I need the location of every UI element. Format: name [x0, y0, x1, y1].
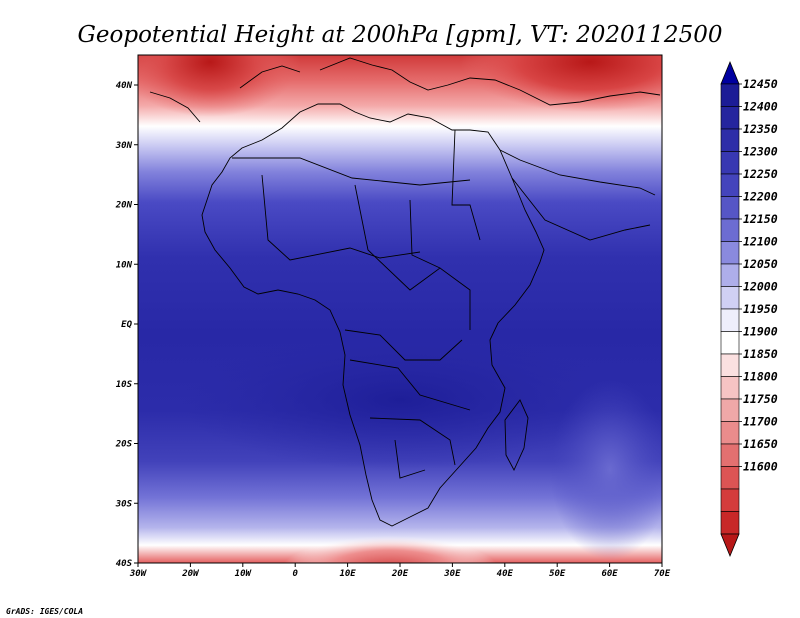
- lon-tick-label: 50E: [549, 569, 566, 579]
- colorbar-label: 12300: [743, 145, 778, 159]
- lat-tick-label: EQ: [121, 320, 132, 330]
- colorbar-swatch: [720, 308, 740, 332]
- colorbar-swatch: [720, 331, 740, 355]
- longitude-ticks: 30W 20W 10W 0 10E 20E 30E 40E 50E 60E 70E: [129, 563, 671, 579]
- lon-tick-label: 0: [292, 569, 298, 579]
- colorbar-swatch: [720, 83, 740, 107]
- light-blue-patch-east: [550, 380, 662, 560]
- colorbar-swatch: [720, 376, 740, 400]
- colorbar: [720, 60, 740, 558]
- colorbar-label: 12000: [743, 280, 778, 294]
- colorbar-label: 12050: [743, 257, 778, 271]
- colorbar-label: 12350: [743, 122, 778, 136]
- colorbar-swatch: [720, 218, 740, 242]
- lon-tick-label: 30W: [129, 569, 148, 579]
- lat-tick-label: 10N: [116, 260, 133, 270]
- coastlines-and-borders: [149, 57, 661, 527]
- lat-tick-label: 40N: [116, 81, 133, 91]
- lat-tick-label: 20N: [115, 201, 133, 211]
- lon-tick-label: 70E: [654, 569, 671, 579]
- colorbar-label: 12450: [743, 77, 778, 91]
- colorbar-swatch: [720, 421, 740, 445]
- lon-tick-label: 20W: [181, 569, 200, 579]
- colorbar-label: 11800: [743, 370, 778, 384]
- lat-tick-label: 10S: [116, 380, 133, 390]
- colorbar-label: 11750: [743, 392, 778, 406]
- lon-tick-label: 20E: [391, 569, 409, 579]
- lat-tick-label: 40S: [116, 559, 133, 569]
- red-high-south: [283, 536, 497, 563]
- colorbar-top-arrow: [720, 60, 740, 85]
- lon-tick-label: 60E: [601, 569, 618, 579]
- lon-tick-label: 40E: [497, 569, 514, 579]
- colorbar-swatch: [720, 128, 740, 152]
- chart-title: Geopotential Height at 200hPa [gpm], VT:…: [78, 22, 723, 48]
- colorbar-swatch: [720, 353, 740, 377]
- colorbar-swatch: [720, 443, 740, 467]
- colorbar-swatch: [720, 511, 740, 535]
- colorbar-swatch: [720, 196, 740, 220]
- colorbar-label: 12200: [743, 190, 778, 204]
- colorbar-label: 11900: [743, 325, 778, 339]
- colorbar-label: 11700: [743, 415, 778, 429]
- colorbar-swatch: [720, 151, 740, 175]
- colorbar-swatch: [720, 488, 740, 512]
- colorbar-label: 12250: [743, 167, 778, 181]
- colorbar-bottom-arrow: [720, 533, 740, 558]
- colorbar-label: 11600: [743, 460, 778, 474]
- lat-tick-label: 20S: [115, 440, 133, 450]
- colorbar-label: 12100: [743, 235, 778, 249]
- colorbar-label: 11950: [743, 302, 778, 316]
- lat-tick-label: 30S: [115, 499, 133, 509]
- grads-credit: GrADS: IGES/COLA: [6, 607, 83, 616]
- colorbar-label: 11850: [743, 347, 778, 361]
- colorbar-swatch: [720, 173, 740, 197]
- red-high-northeast: [460, 55, 662, 112]
- colorbar-labels: 12450 12400 12350 12300 12250 12200 12150 12100…: [739, 77, 778, 474]
- colorbar-swatch: [720, 263, 740, 287]
- colorbar-swatch: [720, 286, 740, 310]
- colorbar-swatch: [720, 106, 740, 130]
- colorbar-label: 12400: [743, 100, 778, 114]
- colorbar-label: 11650: [743, 437, 778, 451]
- latitude-ticks: 40N 30N 20N 10N EQ 10S 20S 30S 40S: [115, 81, 138, 569]
- lon-tick-label: 10E: [339, 569, 356, 579]
- map-panel: [138, 55, 662, 563]
- lon-tick-label: 30E: [443, 569, 461, 579]
- lat-tick-label: 30N: [115, 141, 133, 151]
- red-high-northwest: [138, 55, 300, 117]
- colorbar-swatch: [720, 466, 740, 490]
- colorbar-label: 12150: [743, 212, 778, 226]
- colorbar-swatch: [720, 398, 740, 422]
- deep-blue-core: [180, 330, 620, 470]
- colorbar-swatch: [720, 241, 740, 265]
- lon-tick-label: 10W: [235, 569, 253, 579]
